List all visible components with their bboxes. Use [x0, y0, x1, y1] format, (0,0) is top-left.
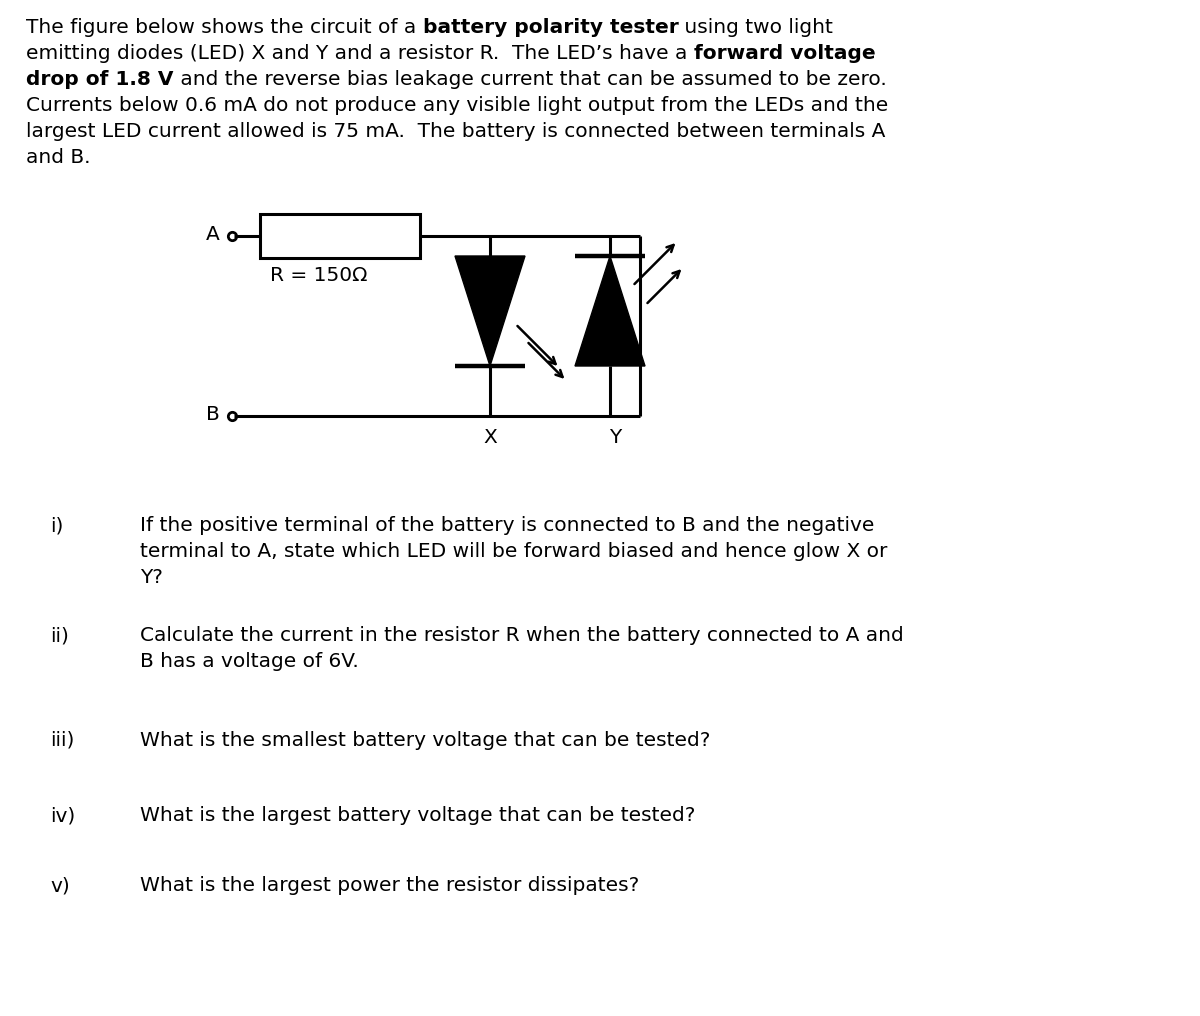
- Polygon shape: [575, 256, 646, 366]
- Text: X: X: [484, 428, 497, 447]
- Text: Currents below 0.6 mA do not produce any visible light output from the LEDs and : Currents below 0.6 mA do not produce any…: [26, 96, 888, 115]
- Text: v): v): [50, 876, 70, 895]
- Text: forward voltage: forward voltage: [694, 44, 875, 63]
- Text: Calculate the current in the resistor R when the battery connected to A and: Calculate the current in the resistor R …: [140, 626, 904, 645]
- Text: Y: Y: [608, 428, 622, 447]
- Text: Y?: Y?: [140, 568, 163, 587]
- Text: largest LED current allowed is 75 mA.  The battery is connected between terminal: largest LED current allowed is 75 mA. Th…: [26, 122, 886, 141]
- Text: If the positive terminal of the battery is connected to B and the negative: If the positive terminal of the battery …: [140, 516, 875, 535]
- Bar: [260, 214, 420, 258]
- Text: iii): iii): [50, 731, 74, 750]
- Text: The figure below shows the circuit of a: The figure below shows the circuit of a: [26, 18, 422, 37]
- Text: drop of 1.8 V: drop of 1.8 V: [26, 70, 174, 89]
- Text: ii): ii): [50, 626, 68, 645]
- Text: and B.: and B.: [26, 148, 90, 167]
- Text: i): i): [50, 516, 64, 535]
- Text: What is the largest power the resistor dissipates?: What is the largest power the resistor d…: [140, 876, 640, 895]
- Text: emitting diodes (LED) X and Y and a resistor R.  The LED’s have a: emitting diodes (LED) X and Y and a resi…: [26, 44, 694, 63]
- Text: battery polarity tester: battery polarity tester: [422, 18, 678, 37]
- Text: and the reverse bias leakage current that can be assumed to be zero.: and the reverse bias leakage current tha…: [174, 70, 887, 89]
- Text: What is the smallest battery voltage that can be tested?: What is the smallest battery voltage tha…: [140, 731, 710, 750]
- Text: B has a voltage of 6V.: B has a voltage of 6V.: [140, 652, 359, 671]
- Text: R = 150Ω: R = 150Ω: [270, 266, 367, 285]
- Text: A: A: [206, 225, 220, 244]
- Text: What is the largest battery voltage that can be tested?: What is the largest battery voltage that…: [140, 806, 695, 825]
- Text: using two light: using two light: [678, 18, 833, 37]
- Text: terminal to A, state which LED will be forward biased and hence glow X or: terminal to A, state which LED will be f…: [140, 542, 887, 561]
- Text: B: B: [206, 404, 220, 424]
- Text: iv): iv): [50, 806, 76, 825]
- Polygon shape: [455, 256, 526, 366]
